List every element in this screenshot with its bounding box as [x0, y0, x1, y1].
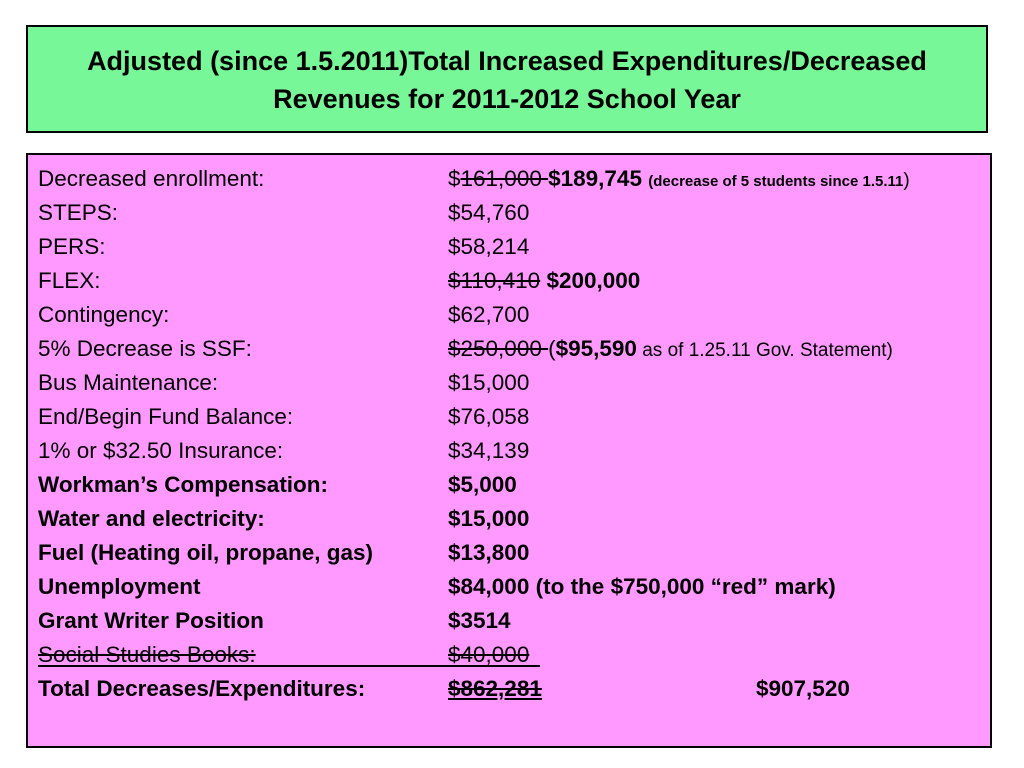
row-value: $5,000	[448, 472, 517, 497]
old-value: $110,410	[448, 268, 541, 293]
row-value: $62,700	[448, 302, 530, 327]
row-value: $40,000	[448, 642, 530, 667]
row-label: Unemployment	[38, 574, 201, 599]
row-label: STEPS:	[38, 200, 119, 225]
row-label: Fuel (Heating oil, propane, gas)	[38, 540, 374, 565]
row-label: Bus Maintenance:	[38, 370, 219, 395]
old-total: $862,281	[448, 676, 542, 701]
title-line-2: Revenues for 2011-2012 School Year	[273, 84, 741, 114]
row-label: Decreased enrollment:	[38, 166, 265, 191]
row-value: $110,410 $200,000	[448, 264, 640, 298]
row-value: $15,000	[448, 370, 530, 395]
new-value: $189,745	[548, 166, 642, 191]
row-label: Total Decreases/Expenditures:	[38, 676, 366, 701]
title-banner: Adjusted (since 1.5.2011)Total Increased…	[26, 25, 988, 133]
row-label: FLEX:	[38, 268, 101, 293]
value-note: (decrease of 5 students since 1.5.11	[648, 173, 904, 190]
value-note-close: )	[903, 170, 910, 191]
row-value: $161,000 $189,745 (decrease of 5 student…	[448, 162, 910, 199]
row-value: $54,760	[448, 200, 530, 225]
row-label: PERS:	[38, 234, 106, 259]
title-line-1: Adjusted (since 1.5.2011)Total Increased…	[87, 46, 927, 76]
value-note: as of 1.25.11 Gov. Statement)	[636, 340, 893, 361]
value-prefix: $	[448, 166, 461, 191]
row-label: Water and electricity:	[38, 506, 265, 531]
row-value: $58,214	[448, 234, 530, 259]
row-value: $76,058	[448, 404, 530, 429]
row-value: $34,139	[448, 438, 530, 463]
new-value: $200,000	[546, 268, 641, 293]
row-value: $15,000	[448, 506, 530, 531]
total-divider	[38, 665, 540, 667]
row-label: 1% or $32.50 Insurance:	[38, 438, 284, 463]
expenditures-table: Decreased enrollment: $161,000 $189,745 …	[26, 153, 992, 748]
row-value: $250,000 ($95,590 as of 1.25.11 Gov. Sta…	[448, 332, 893, 368]
row-label: Contingency:	[38, 302, 170, 327]
old-value: $250,000	[448, 336, 549, 361]
row-value: $84,000 (to the $750,000 “red” mark)	[448, 574, 836, 599]
old-value: 161,000	[460, 166, 549, 191]
row-label: Workman’s Compensation:	[38, 472, 329, 497]
new-value: $95,590	[555, 336, 637, 361]
open-paren: (	[548, 336, 556, 361]
row-label: Grant Writer Position	[38, 608, 264, 633]
row-value: $13,800	[448, 540, 530, 565]
row-label: Social Studies Books:	[38, 642, 256, 667]
row-label: End/Begin Fund Balance:	[38, 404, 294, 429]
row-value: $3514	[448, 608, 511, 633]
row-label: 5% Decrease is SSF:	[38, 336, 252, 361]
new-total: $907,520	[756, 676, 850, 701]
